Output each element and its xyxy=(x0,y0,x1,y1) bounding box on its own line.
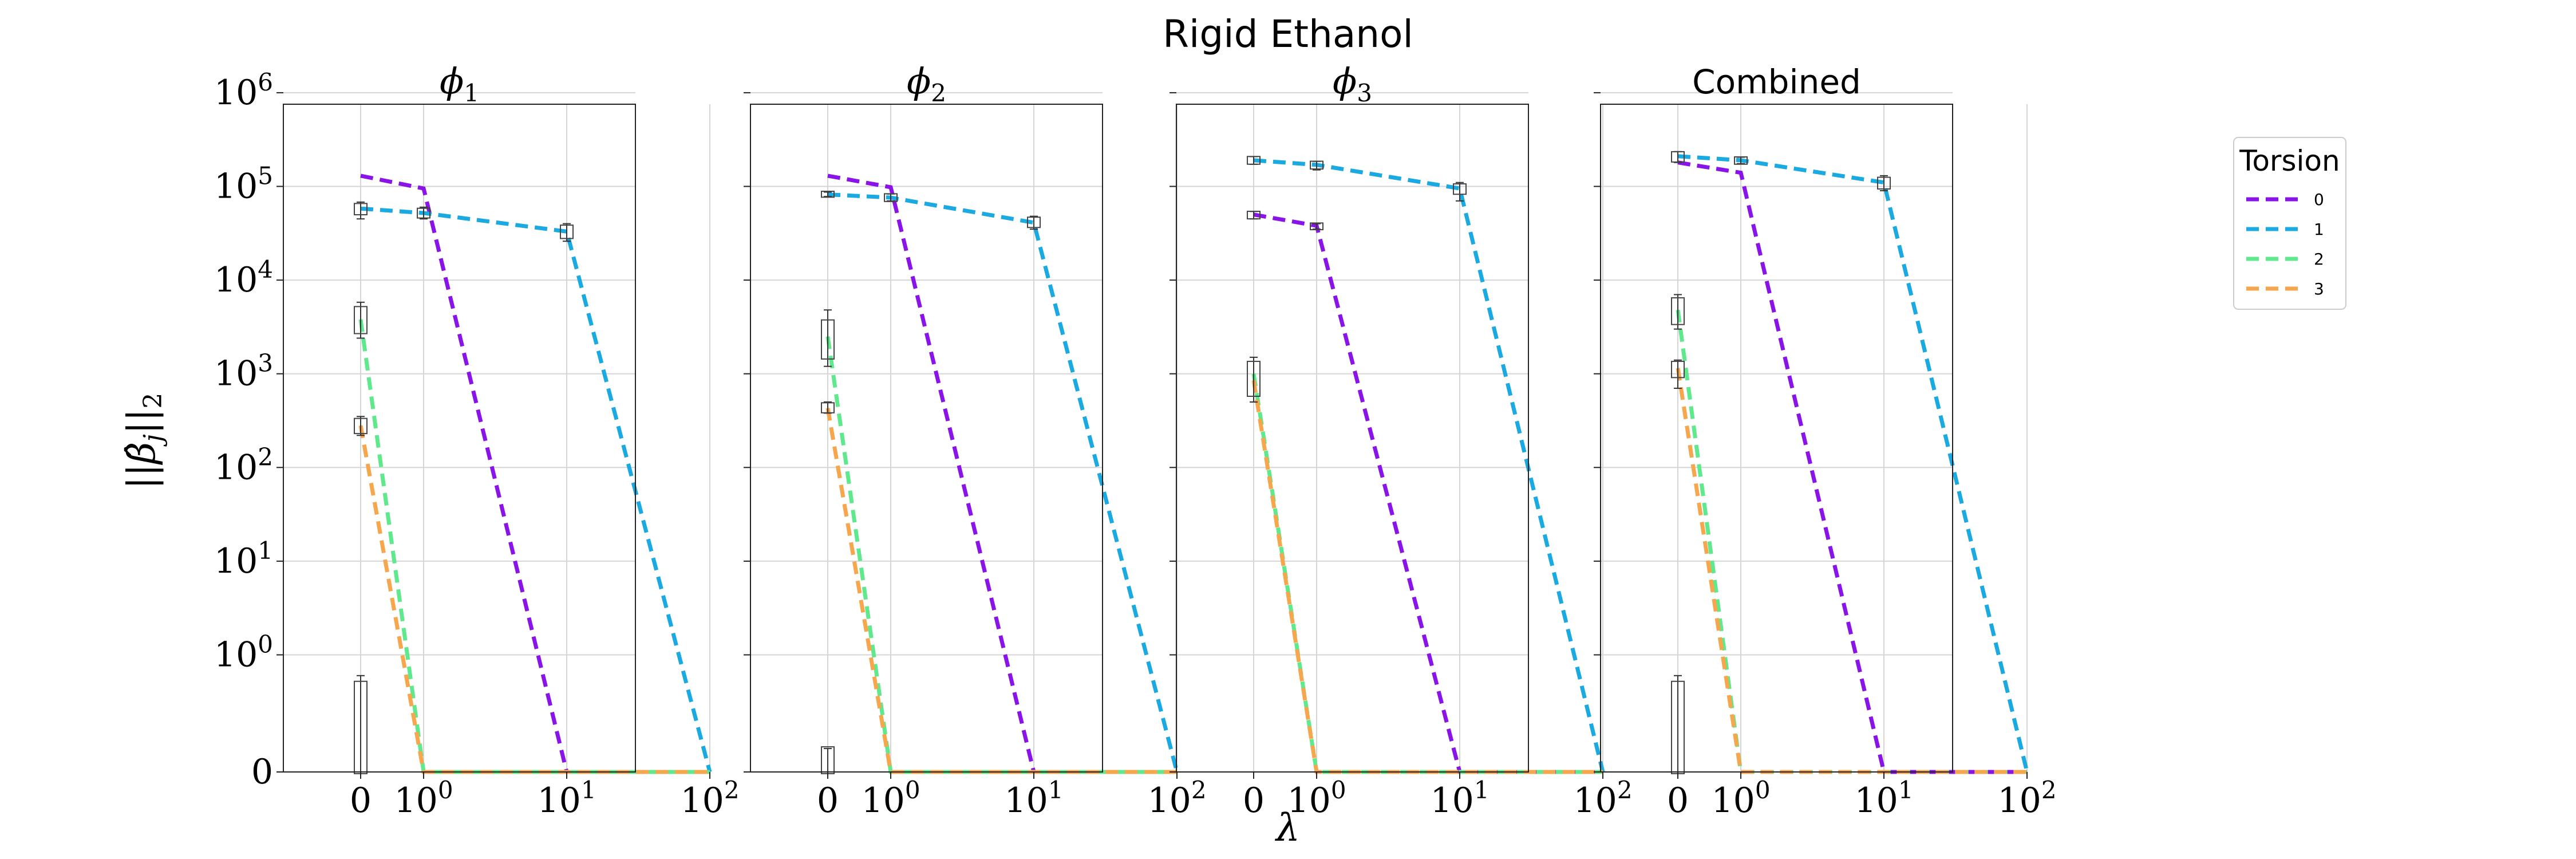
y-tick-label: 103 xyxy=(214,349,273,394)
box-marker xyxy=(1453,183,1467,195)
legend-frame xyxy=(2233,137,2346,310)
x-tick-label: 102 xyxy=(1573,776,1632,821)
legend-label-2: 2 xyxy=(2314,250,2324,269)
y-tick-label: 102 xyxy=(214,443,273,487)
series-line-3 xyxy=(358,425,710,774)
x-tick-label: 102 xyxy=(1147,776,1206,821)
panel-4: 0 100 101 102 Combined xyxy=(1594,62,2057,821)
x-tick-label: 101 xyxy=(1430,776,1489,821)
panel-title: ϕ1 xyxy=(440,60,479,107)
figure-title: Rigid Ethanol xyxy=(1163,12,1413,56)
x-tick-label: 101 xyxy=(1004,776,1063,821)
legend-label-1: 1 xyxy=(2314,220,2324,239)
box-marker xyxy=(560,224,574,239)
box-marker xyxy=(1247,361,1261,397)
y-axis-label: ||β̂j||2 xyxy=(120,393,168,490)
series-line-3 xyxy=(825,408,1177,774)
x-tick-label: 101 xyxy=(1854,776,1913,821)
box-marker xyxy=(1310,222,1323,231)
legend-label-0: 0 xyxy=(2314,190,2324,209)
y-tick-label: 106 xyxy=(214,68,273,113)
box-marker xyxy=(821,319,835,360)
panel-title: ϕ2 xyxy=(907,60,946,107)
series-line-0 xyxy=(360,174,710,774)
legend-title: Torsion xyxy=(2239,144,2340,178)
panels: 0 100 101 102 0 100 101 102 103 104 105 106 ϕ1 0 100 10… xyxy=(214,60,2057,821)
series-line-0 xyxy=(1253,212,1603,774)
panel-title: ϕ3 xyxy=(1333,60,1372,107)
box-marker xyxy=(354,417,368,435)
box-marker xyxy=(417,207,430,219)
x-tick-label: 0 xyxy=(1243,781,1265,821)
x-tick-label: 0 xyxy=(350,781,372,821)
y-tick-label: 0 xyxy=(251,752,273,792)
x-tick-label: 100 xyxy=(861,776,920,821)
x-tick-label: 100 xyxy=(394,776,453,821)
series-line-0 xyxy=(827,174,1177,774)
box-marker xyxy=(1671,151,1685,163)
x-tick-label: 102 xyxy=(1997,776,2056,821)
plot-frame xyxy=(1600,104,1953,773)
plot-frame xyxy=(1176,104,1529,773)
legend-label-3: 3 xyxy=(2314,279,2324,298)
series-line-3 xyxy=(1676,368,2027,774)
x-tick-label: 0 xyxy=(817,781,839,821)
panel-title: Combined xyxy=(1692,62,1861,101)
box-marker xyxy=(1027,216,1041,228)
x-tick-label: 101 xyxy=(537,776,596,821)
x-tick-label: 100 xyxy=(1711,776,1770,821)
y-tick-label: 101 xyxy=(214,537,273,581)
series-line-3 xyxy=(1251,380,1603,774)
box-marker xyxy=(354,203,368,215)
series-line-1 xyxy=(1677,154,2029,773)
box-marker xyxy=(1877,176,1891,190)
panel-2: 0 100 101 102 ϕ2 xyxy=(744,60,1207,821)
y-tick-label: 105 xyxy=(214,162,273,207)
y-tick-label: 104 xyxy=(214,255,273,300)
x-tick-label: 102 xyxy=(680,776,739,821)
x-tick-label: 0 xyxy=(1667,781,1689,821)
x-tick-label: 100 xyxy=(1287,776,1346,821)
box-marker xyxy=(354,306,368,334)
x-axis-label: λ xyxy=(1274,806,1300,850)
box-marker xyxy=(1247,210,1261,220)
box-marker xyxy=(1734,156,1748,165)
panel-3: 0 100 101 102 ϕ3 xyxy=(1170,60,1633,821)
plot-frame xyxy=(283,104,636,773)
box-marker xyxy=(821,191,835,198)
y-tick-label: 100 xyxy=(214,631,273,675)
box-marker xyxy=(884,193,898,202)
box-marker xyxy=(1671,297,1685,325)
box-marker xyxy=(1247,156,1261,165)
series-line-1 xyxy=(827,192,1179,773)
series-line-1 xyxy=(360,206,712,773)
plot-frame xyxy=(750,104,1103,773)
box-marker xyxy=(1671,361,1685,379)
panel-1: 0 100 101 102 0 100 101 102 103 104 105 106 ϕ1 xyxy=(214,60,740,821)
series-line-1 xyxy=(1253,158,1605,773)
box-marker xyxy=(1310,160,1323,170)
box-marker xyxy=(821,402,835,413)
legend: Torsion 0 1 2 3 xyxy=(2233,137,2346,310)
